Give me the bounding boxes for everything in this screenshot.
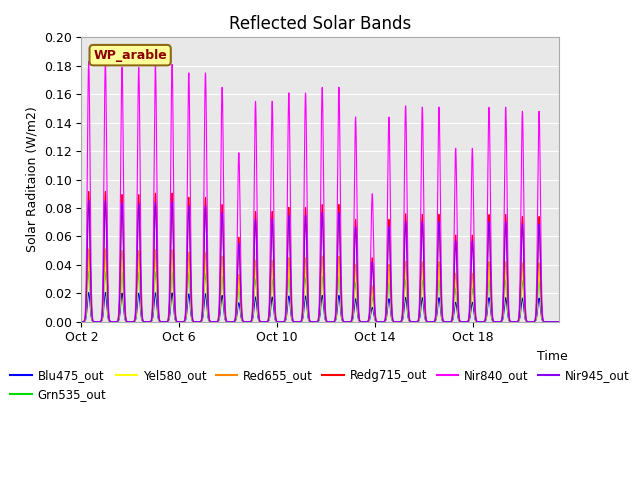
Yel580_out (102, 258, 109, 264)
Nir840_out (77, 319, 85, 324)
Yel580_out (132, 312, 140, 318)
Blu475_out (494, 319, 502, 324)
Blu475_out (161, 319, 168, 324)
Nir945_out (132, 305, 140, 311)
Yel580_out (161, 319, 168, 324)
Redg715_out (77, 319, 85, 324)
Nir840_out (161, 319, 168, 324)
Nir945_out (555, 319, 563, 324)
Yel580_out (77, 319, 85, 324)
Grn535_out (545, 319, 553, 324)
Grn535_out (102, 268, 109, 274)
Grn535_out (494, 319, 502, 324)
Grn535_out (282, 318, 289, 324)
Line: Grn535_out: Grn535_out (81, 271, 559, 322)
Grn535_out (161, 319, 168, 324)
Red655_out (555, 319, 563, 324)
Red655_out (77, 319, 85, 324)
Legend: Blu475_out, Grn535_out, Yel580_out, Red655_out, Redg715_out, Nir840_out, Nir945_: Blu475_out, Grn535_out, Yel580_out, Red6… (6, 365, 634, 406)
Yel580_out (282, 317, 289, 323)
X-axis label: Time: Time (538, 350, 568, 363)
Yel580_out (494, 319, 502, 324)
Redg715_out (132, 304, 140, 310)
Nir840_out (555, 319, 563, 324)
Redg715_out (545, 319, 553, 324)
Red655_out (545, 319, 553, 324)
Nir945_out (260, 319, 268, 324)
Line: Blu475_out: Blu475_out (81, 293, 559, 322)
Title: Reflected Solar Bands: Reflected Solar Bands (229, 15, 411, 33)
Yel580_out (260, 319, 268, 324)
Nir945_out (545, 319, 553, 324)
Nir945_out (102, 198, 109, 204)
Grn535_out (260, 319, 268, 324)
Yel580_out (555, 319, 563, 324)
Nir945_out (282, 316, 289, 322)
Y-axis label: Solar Raditaion (W/m2): Solar Raditaion (W/m2) (25, 107, 38, 252)
Line: Redg715_out: Redg715_out (81, 192, 559, 322)
Nir840_out (260, 319, 268, 324)
Blu475_out (282, 318, 289, 324)
Blu475_out (260, 319, 268, 324)
Redg715_out (161, 319, 168, 324)
Line: Red655_out: Red655_out (81, 249, 559, 322)
Nir945_out (161, 319, 168, 324)
Blu475_out (545, 319, 553, 324)
Nir840_out (545, 319, 553, 324)
Nir840_out (102, 59, 109, 64)
Text: WP_arable: WP_arable (93, 48, 167, 61)
Line: Nir945_out: Nir945_out (81, 201, 559, 322)
Nir840_out (494, 319, 502, 324)
Nir945_out (494, 319, 502, 324)
Redg715_out (494, 319, 502, 324)
Redg715_out (282, 316, 289, 322)
Blu475_out (132, 315, 140, 321)
Grn535_out (77, 319, 85, 324)
Redg715_out (260, 319, 268, 324)
Line: Nir840_out: Nir840_out (81, 61, 559, 322)
Red655_out (102, 246, 109, 252)
Red655_out (494, 319, 502, 324)
Red655_out (282, 317, 289, 323)
Blu475_out (77, 319, 85, 324)
Grn535_out (132, 313, 140, 319)
Nir840_out (282, 313, 289, 319)
Red655_out (132, 311, 140, 316)
Line: Yel580_out: Yel580_out (81, 261, 559, 322)
Red655_out (161, 319, 168, 324)
Red655_out (260, 319, 268, 324)
Grn535_out (555, 319, 563, 324)
Blu475_out (555, 319, 563, 324)
Blu475_out (102, 290, 109, 296)
Redg715_out (555, 319, 563, 324)
Yel580_out (545, 319, 553, 324)
Nir840_out (132, 289, 140, 295)
Redg715_out (102, 189, 109, 194)
Nir945_out (77, 319, 85, 324)
